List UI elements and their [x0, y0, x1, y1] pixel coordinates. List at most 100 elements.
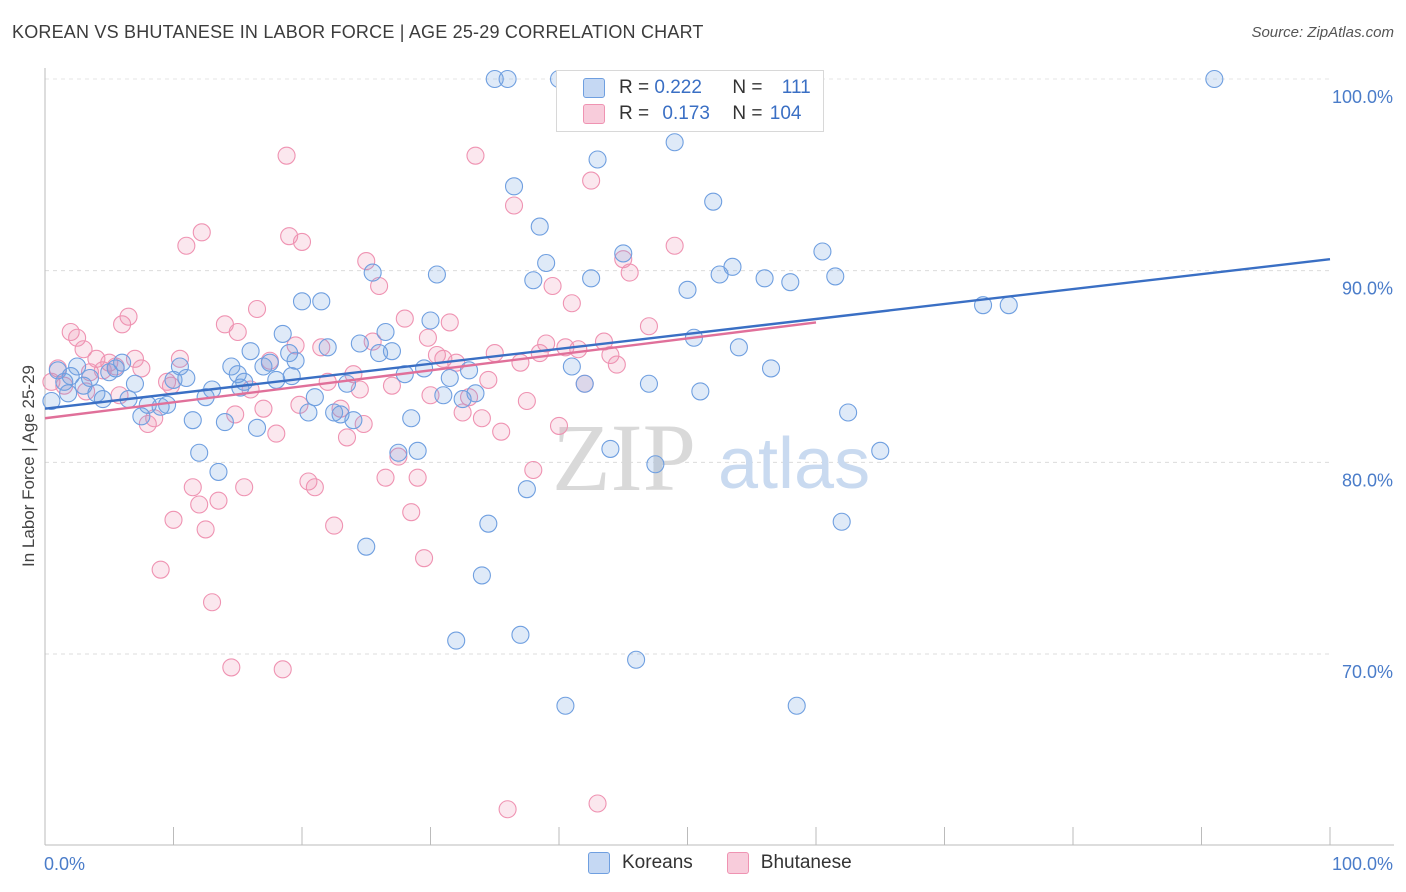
point-koreans-75: [562, 357, 581, 376]
point-bhutanese-70: [492, 422, 511, 441]
point-koreans-105: [42, 391, 61, 411]
point-koreans-55: [421, 311, 440, 330]
point-koreans-100: [839, 403, 858, 422]
point-bhutanese-14: [132, 359, 151, 378]
point-bhutanese-84: [582, 171, 601, 190]
point-koreans-80: [614, 244, 633, 263]
point-bhutanese-55: [395, 309, 414, 328]
point-koreans-110: [282, 367, 301, 386]
point-koreans-106: [59, 384, 78, 403]
point-koreans-30: [260, 353, 279, 372]
trend-line-bhutanese: [44, 321, 817, 420]
point-bhutanese-102: [354, 414, 373, 434]
watermark-atlas: atlas: [718, 424, 870, 504]
point-bhutanese-67: [472, 409, 491, 428]
point-koreans-22: [209, 462, 228, 481]
point-bhutanese-44: [325, 516, 344, 535]
point-koreans-99: [832, 512, 851, 531]
series-koreans: [42, 69, 1224, 715]
point-koreans-104: [1205, 69, 1224, 89]
point-bhutanese-26: [209, 491, 228, 510]
point-bhutanese-42: [312, 338, 331, 357]
point-bhutanese-30: [235, 478, 254, 497]
point-koreans-54: [415, 359, 434, 378]
bottom-legend-swatch-koreans: [588, 852, 610, 874]
point-koreans-36: [299, 403, 318, 422]
point-bhutanese-25: [203, 593, 222, 612]
point-bhutanese-20: [170, 349, 189, 368]
y-tick-label-2: 80.0%: [1342, 470, 1393, 490]
point-koreans-98: [826, 267, 845, 286]
point-koreans-94: [761, 359, 781, 378]
point-koreans-46: [363, 263, 382, 282]
point-koreans-79: [601, 439, 620, 458]
point-koreans-18: [183, 411, 202, 430]
legend-n-label: N =: [732, 103, 763, 124]
point-koreans-62: [466, 384, 485, 403]
point-bhutanese-24: [196, 520, 215, 539]
point-koreans-48: [376, 322, 395, 342]
point-koreans-50: [389, 443, 408, 462]
point-koreans-32: [273, 324, 292, 343]
point-bhutanese-21: [177, 236, 196, 255]
point-bhutanese-85: [588, 794, 607, 813]
watermark-zip: ZIP: [552, 404, 696, 511]
point-bhutanese-17: [151, 560, 170, 579]
point-koreans-12: [132, 407, 151, 426]
legend-box: R = 0.222 N = 111 R = 0.173 N = 104: [556, 70, 824, 132]
point-koreans-38: [312, 292, 331, 311]
point-bhutanese-35: [267, 424, 286, 443]
point-bhutanese-87: [601, 345, 620, 365]
bottom-legend-swatch-bhutanese: [726, 852, 749, 874]
point-bhutanese-29: [228, 322, 247, 342]
point-koreans-37: [305, 388, 324, 407]
point-koreans-24: [222, 357, 241, 376]
point-koreans-67: [504, 177, 524, 196]
x-tick-label-0: 0.0%: [44, 854, 85, 874]
point-bhutanese-69: [485, 344, 504, 363]
point-koreans-28: [247, 418, 267, 437]
point-koreans-35: [292, 292, 312, 311]
point-koreans-91: [723, 257, 742, 276]
point-bhutanese-19: [164, 510, 183, 529]
source-label: Source: ZipAtlas.com: [1251, 24, 1394, 41]
point-koreans-69: [517, 480, 536, 499]
point-koreans-66: [498, 69, 517, 89]
point-koreans-64: [479, 514, 498, 533]
point-koreans-57: [434, 386, 453, 405]
point-koreans-93: [755, 269, 774, 288]
point-koreans-27: [241, 342, 260, 361]
point-koreans-74: [556, 696, 575, 715]
point-koreans-40: [325, 403, 344, 422]
point-bhutanese-46: [337, 428, 357, 447]
legend-swatch-koreans: [583, 78, 605, 98]
point-koreans-52: [402, 409, 421, 428]
axes-layer: [44, 68, 1394, 846]
point-bhutanese-11: [113, 315, 132, 334]
point-bhutanese-66: [466, 146, 485, 165]
point-bhutanese-54: [389, 447, 408, 466]
point-bhutanese-91: [639, 317, 659, 336]
point-koreans-11: [125, 374, 144, 393]
point-koreans-71: [530, 217, 549, 236]
bottom-legend-bhutanese: Bhutanese: [726, 852, 852, 874]
point-bhutanese-58: [415, 549, 434, 568]
legend-n-value-bhutanese: 104: [769, 103, 802, 124]
point-bhutanese-79: [549, 416, 569, 435]
point-koreans-7: [93, 390, 112, 409]
point-bhutanese-73: [511, 353, 530, 372]
point-koreans-33: [280, 344, 299, 363]
point-koreans-78: [588, 150, 607, 169]
point-koreans-19: [190, 443, 209, 462]
point-bhutanese-41: [305, 478, 324, 497]
point-koreans-96: [787, 696, 806, 715]
legend-row-bhutanese: R = 0.173 N = 104: [583, 101, 801, 127]
point-koreans-5: [80, 368, 100, 388]
point-bhutanese-88: [607, 355, 626, 374]
point-koreans-83: [646, 455, 665, 474]
bottom-legend-label-bhutanese: Bhutanese: [760, 852, 852, 873]
point-bhutanese-5: [74, 340, 93, 359]
legend-n-value-koreans: 111: [781, 77, 811, 98]
y-axis-label: In Labor Force | Age 25-29: [19, 365, 38, 567]
